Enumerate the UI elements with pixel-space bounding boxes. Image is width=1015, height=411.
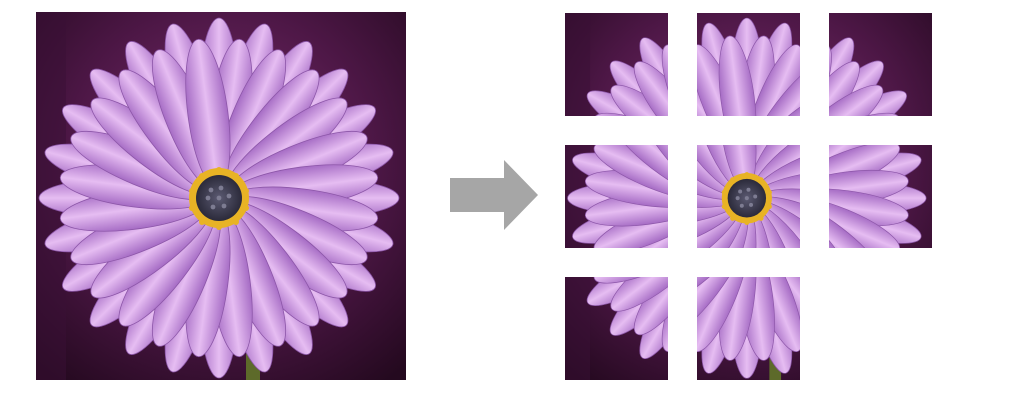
right-arrow-icon bbox=[450, 160, 538, 230]
puzzle-tile bbox=[697, 13, 800, 116]
puzzle-tile bbox=[697, 277, 800, 380]
puzzle-tile bbox=[565, 277, 668, 380]
original-flower-image bbox=[36, 12, 406, 380]
puzzle-tile bbox=[829, 145, 932, 248]
puzzle-tile bbox=[565, 13, 668, 116]
puzzle-tile bbox=[565, 145, 668, 248]
puzzle-tile bbox=[829, 13, 932, 116]
puzzle-tile bbox=[697, 145, 800, 248]
